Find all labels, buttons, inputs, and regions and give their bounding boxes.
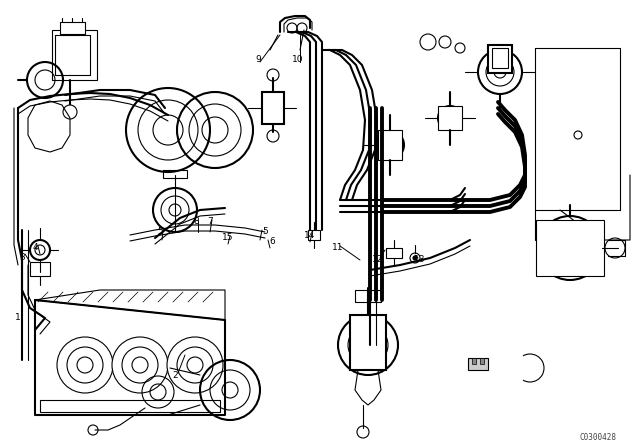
Bar [30,262,50,276]
Circle shape [57,337,113,393]
Circle shape [167,337,223,393]
Text: 6: 6 [269,237,275,246]
Circle shape [413,256,417,260]
Text: 8: 8 [193,217,199,227]
Bar [40,400,220,412]
Bar [308,230,320,240]
Circle shape [63,105,77,119]
Bar [350,315,386,370]
Text: 11: 11 [332,244,344,253]
Bar [468,358,488,370]
Bar [378,130,402,160]
Bar [472,358,476,364]
Bar [536,220,604,276]
Bar [262,92,284,124]
Text: 2: 2 [172,370,178,379]
Bar [52,30,97,80]
Text: 5: 5 [262,228,268,237]
Bar [60,22,85,34]
Text: 15: 15 [222,233,234,242]
Text: 5: 5 [157,228,163,237]
Text: 13: 13 [414,255,426,264]
Text: 1: 1 [15,314,21,323]
Bar [480,358,484,364]
Bar [438,106,462,130]
Text: 7: 7 [207,217,213,227]
Circle shape [112,337,168,393]
Bar [488,45,512,73]
Text: 10: 10 [292,56,304,65]
Bar [163,170,187,178]
Bar [492,48,508,68]
Text: 14: 14 [304,231,316,240]
Bar [355,290,381,302]
Text: 4: 4 [32,244,38,253]
Text: 12: 12 [372,255,384,264]
Text: C0300428: C0300428 [579,434,616,443]
Bar [386,248,402,258]
Text: 9: 9 [255,56,261,65]
Text: 3: 3 [19,254,25,263]
